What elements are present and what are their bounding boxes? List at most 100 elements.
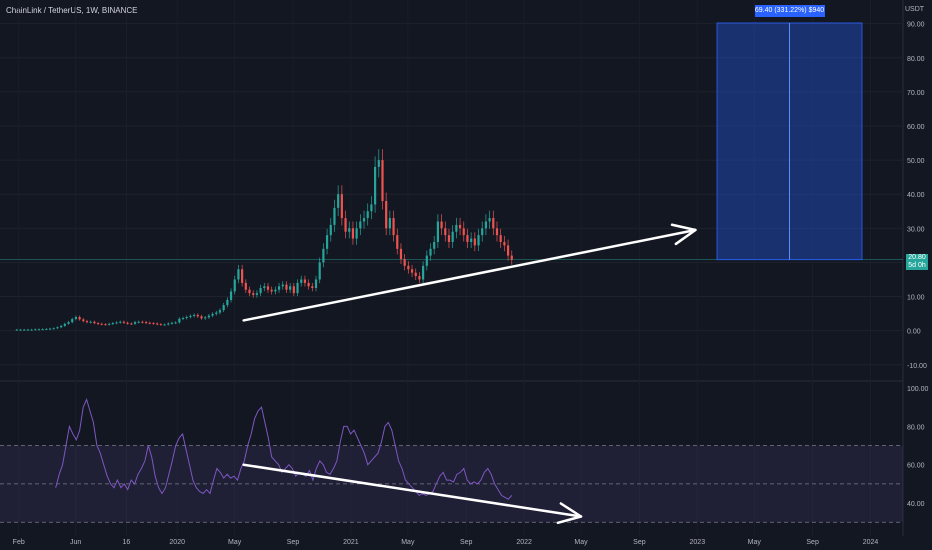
candle xyxy=(503,241,506,246)
candle xyxy=(436,221,439,242)
candle xyxy=(425,255,428,266)
time-tick-label: 2024 xyxy=(863,539,879,546)
candle xyxy=(377,160,380,167)
candle xyxy=(23,329,26,331)
candle xyxy=(303,279,307,283)
candle xyxy=(45,328,48,330)
candle xyxy=(252,293,255,295)
price-tick-label: 30.00 xyxy=(907,226,925,233)
candle xyxy=(466,235,469,242)
candle xyxy=(167,323,170,325)
price-tick-label: -10.00 xyxy=(907,363,927,370)
candle xyxy=(104,324,107,326)
candle xyxy=(96,323,100,325)
candle xyxy=(34,329,37,331)
candle xyxy=(108,323,111,325)
candle xyxy=(470,238,473,242)
price-tick-label: 80.00 xyxy=(907,56,925,63)
price-tick-label: 0.00 xyxy=(907,329,921,336)
time-tick-label: 2022 xyxy=(516,539,532,546)
currency-label[interactable]: USDT xyxy=(905,6,925,13)
candle xyxy=(115,322,118,324)
candle xyxy=(56,327,59,329)
candle xyxy=(85,321,89,323)
candle xyxy=(492,218,495,229)
rsi-tick-label: 60.00 xyxy=(907,463,925,470)
price-tick-label: 40.00 xyxy=(907,192,925,199)
candle xyxy=(215,312,218,314)
candle xyxy=(48,328,52,330)
candle xyxy=(329,224,332,236)
time-tick-label: Feb xyxy=(13,539,25,546)
time-tick-label: 2020 xyxy=(169,539,185,546)
candle xyxy=(351,228,355,239)
candle xyxy=(82,319,85,322)
candle xyxy=(226,299,229,306)
time-tick-label: 2023 xyxy=(690,539,706,546)
candle xyxy=(488,218,491,222)
candle xyxy=(458,224,462,229)
candle xyxy=(499,235,502,242)
candle xyxy=(422,265,425,280)
candle xyxy=(137,321,140,323)
time-tick-label: May xyxy=(228,539,242,546)
candle xyxy=(37,329,41,331)
candle xyxy=(289,286,292,290)
last-price-value: 20.80 xyxy=(908,253,926,261)
candle xyxy=(200,316,203,319)
candle xyxy=(204,317,207,319)
candle xyxy=(60,325,63,328)
candle xyxy=(248,289,251,294)
time-tick-label: Jun xyxy=(70,539,81,546)
candle xyxy=(473,238,476,246)
candle xyxy=(181,318,185,320)
candle xyxy=(333,207,336,225)
candle xyxy=(314,279,318,289)
candle xyxy=(19,329,22,331)
candle xyxy=(193,314,196,316)
rsi-tick-label: 100.00 xyxy=(907,386,929,393)
time-tick-label: Sep xyxy=(806,539,819,546)
candle xyxy=(381,160,384,202)
candle xyxy=(233,279,236,292)
candle xyxy=(255,293,259,295)
candle xyxy=(462,228,465,236)
candle xyxy=(218,310,222,313)
candle xyxy=(78,317,81,320)
time-tick-label: Sep xyxy=(287,539,300,546)
time-tick-label: 2021 xyxy=(343,539,359,546)
candle xyxy=(392,218,395,236)
candle xyxy=(93,321,96,324)
price-tick-label: 10.00 xyxy=(907,295,925,302)
candle xyxy=(274,289,277,292)
candle xyxy=(130,323,133,325)
time-tick-label: Sep xyxy=(633,539,646,546)
price-trendline-arrow xyxy=(242,223,697,322)
time-tick-label: May xyxy=(748,539,762,546)
candle xyxy=(266,286,270,290)
rsi-tick-label: 40.00 xyxy=(907,501,925,508)
candle xyxy=(89,321,92,323)
candle xyxy=(144,322,148,324)
candle xyxy=(152,323,155,325)
candle xyxy=(385,201,388,229)
candle xyxy=(410,269,414,273)
candle xyxy=(348,228,351,232)
candle xyxy=(52,328,55,330)
candle xyxy=(277,286,281,290)
candle xyxy=(270,289,273,292)
candle xyxy=(300,279,303,283)
target-box xyxy=(716,22,863,261)
candle xyxy=(170,322,174,324)
candle xyxy=(241,269,244,283)
candle xyxy=(344,218,347,232)
rsi-band xyxy=(0,445,903,523)
rsi-trendline-arrow xyxy=(242,463,583,525)
candle xyxy=(67,322,70,324)
candle xyxy=(163,324,166,326)
bar-countdown: 5d 0h xyxy=(908,261,926,269)
candle xyxy=(447,235,451,242)
candle xyxy=(484,221,488,229)
candle xyxy=(122,321,126,323)
